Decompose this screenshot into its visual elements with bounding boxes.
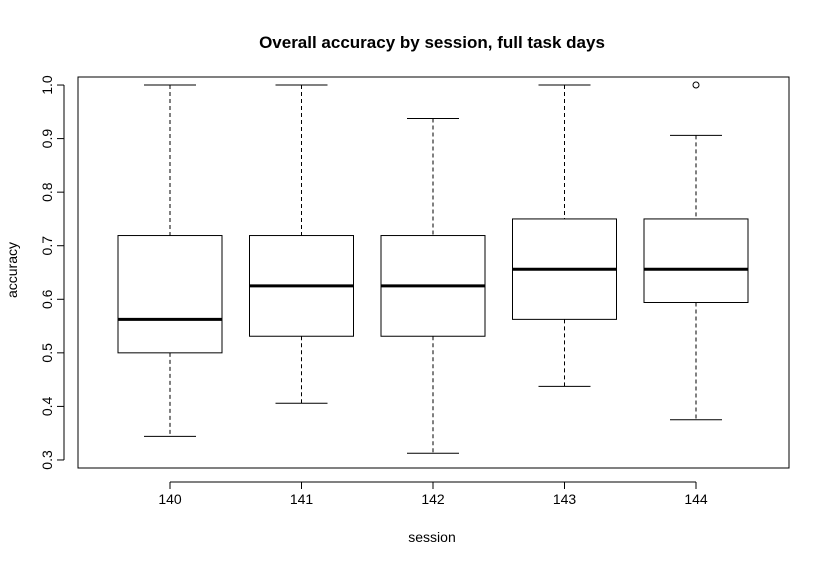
x-tick-label: 141: [290, 491, 314, 507]
y-tick-label: 0.9: [39, 129, 55, 149]
x-tick-label: 144: [684, 491, 708, 507]
chart-marks: 0.3 0.4 0.5 0.6 0.7 0.8 0.9 1.0 140 141 142 143 144: [39, 75, 749, 507]
x-tick-label: 142: [421, 491, 445, 507]
plot-frame: [77, 76, 790, 469]
y-axis-label: accuracy: [4, 242, 20, 298]
y-tick-label: 0.3: [39, 450, 55, 470]
x-tick-label: 140: [158, 491, 182, 507]
y-tick-label: 0.7: [39, 236, 55, 256]
y-tick-label: 0.6: [39, 289, 55, 309]
chart-title: Overall accuracy by session, full task d…: [259, 33, 605, 52]
box-iqr: [117, 235, 223, 354]
y-tick-label: 1.0: [39, 75, 55, 95]
x-axis-label: session: [408, 529, 455, 545]
outlier-point: [692, 81, 700, 89]
x-tick-label: 143: [553, 491, 577, 507]
y-tick-label: 0.4: [39, 396, 55, 416]
y-tick-label: 0.8: [39, 182, 55, 202]
y-tick-label: 0.5: [39, 343, 55, 363]
box-iqr: [643, 218, 749, 303]
